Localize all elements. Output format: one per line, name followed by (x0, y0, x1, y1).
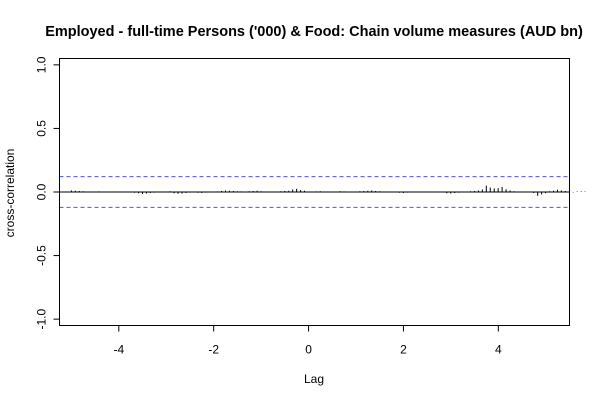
x-tick-label: 4 (495, 343, 502, 357)
y-tick-label: -1.0 (35, 308, 49, 329)
y-axis: -1.0 -0.5 0.0 0.5 1.0 (35, 56, 60, 329)
x-tick-label: 2 (400, 343, 407, 357)
y-axis-label: cross-correlation (3, 149, 17, 238)
bars-group (70, 185, 586, 196)
chart-title: Employed - full-time Persons ('000) & Fo… (45, 24, 583, 40)
x-axis-label: Lag (304, 372, 324, 386)
x-tick-label: 0 (305, 343, 312, 357)
y-tick-label: 1.0 (35, 56, 49, 73)
x-tick-label: -4 (113, 343, 124, 357)
y-tick-label: 0.0 (35, 183, 49, 200)
y-tick-label: 0.5 (35, 120, 49, 137)
x-axis: -4 -2 0 2 4 (113, 325, 502, 357)
x-tick-label: -2 (208, 343, 219, 357)
y-tick-label: -0.5 (35, 245, 49, 266)
